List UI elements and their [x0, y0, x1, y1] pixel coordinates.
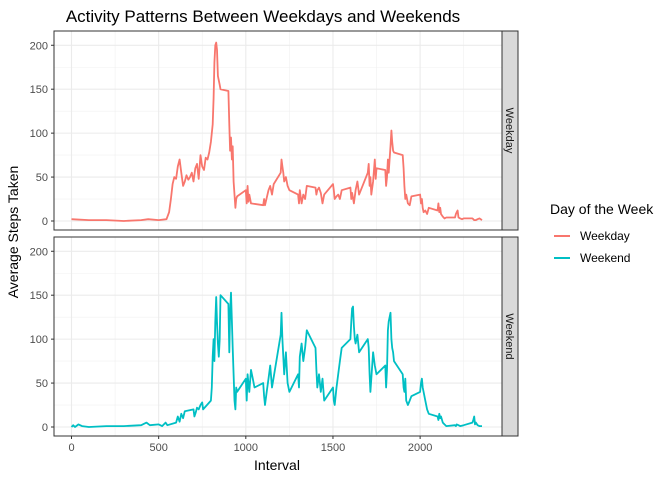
legend-item-weekday: Weekday	[554, 229, 630, 243]
y-axis-title: Average Steps Taken	[5, 166, 21, 299]
series-line-weekend	[70, 291, 482, 428]
legend-title: Day of the Week	[550, 201, 654, 217]
y-tick-label: 50	[36, 172, 48, 184]
panel-weekend: 0 50 100 150 200 Weekend	[30, 236, 519, 437]
y-tick-label: 200	[30, 246, 48, 258]
x-axis-title: Interval	[254, 457, 300, 473]
y-tick-label: 100	[30, 128, 48, 140]
y-tick-label: 50	[36, 378, 48, 390]
panel-background	[54, 237, 502, 436]
legend-label: Weekday	[580, 229, 630, 243]
legend-item-weekend: Weekend	[554, 251, 630, 265]
facet-strip	[501, 236, 519, 437]
y-tick-label: 150	[30, 290, 48, 302]
facet-strip-label: Weekday	[503, 108, 515, 154]
y-tick-label: 200	[30, 40, 48, 52]
facet-strip	[501, 30, 519, 231]
facet-strip-label: Weekend	[503, 313, 515, 359]
y-tick-label: 100	[30, 334, 48, 346]
legend-label: Weekend	[580, 251, 630, 265]
y-tick-label: 0	[42, 216, 48, 228]
y-tick-label: 150	[30, 84, 48, 96]
panel-background	[54, 31, 502, 230]
x-tick-label: 500	[149, 442, 167, 454]
y-tick-label: 0	[42, 422, 48, 434]
panel-weekday: 0 50 100 150 200 Weekday	[30, 30, 519, 231]
chart-title: Activity Patterns Between Weekdays and W…	[66, 7, 460, 26]
x-tick-label: 1000	[234, 442, 258, 454]
legend: Day of the Week Weekday Weekend	[550, 201, 654, 265]
x-tick-label: 2000	[408, 442, 432, 454]
series-line-weekday	[71, 41, 483, 222]
x-tick-label: 1500	[321, 442, 345, 454]
x-axis: 0 500 1000 1500 2000	[68, 436, 432, 454]
x-tick-label: 0	[68, 442, 74, 454]
plot-panels: 0 50 100 150 200 Weekday 0 50 100 150 200 Weekend	[30, 30, 519, 437]
